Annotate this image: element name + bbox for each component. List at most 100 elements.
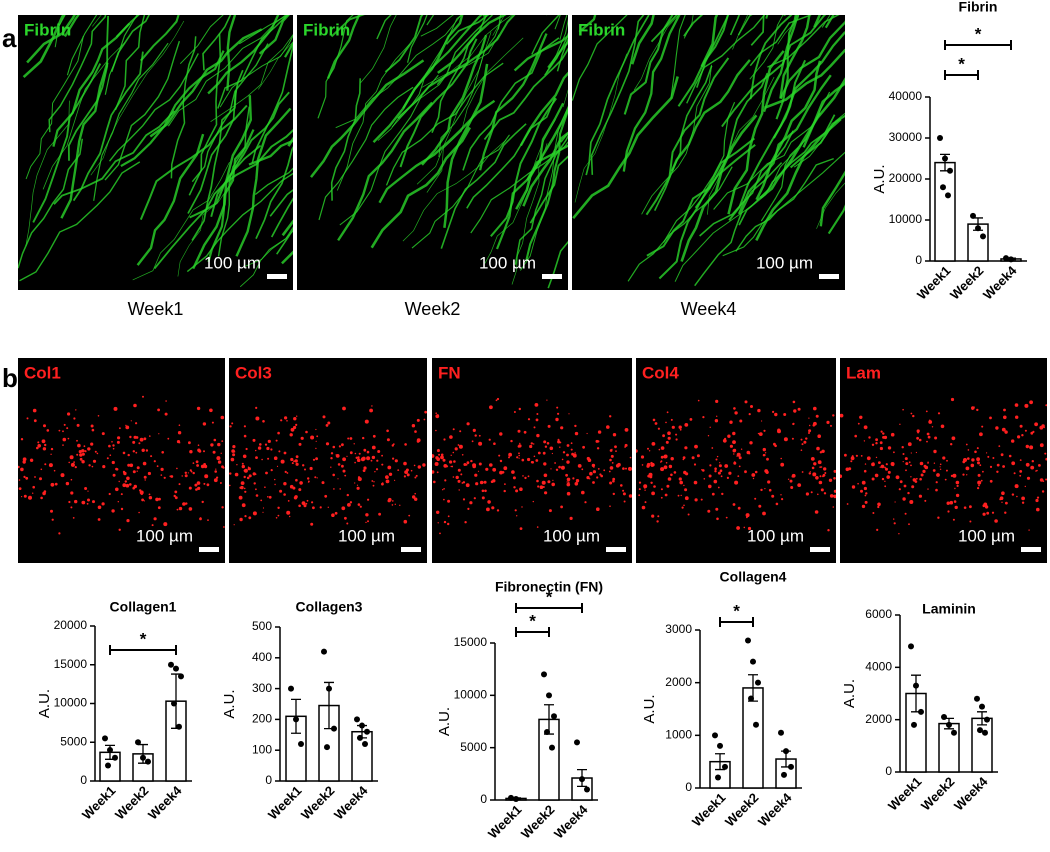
speck — [447, 522, 450, 526]
speck — [508, 456, 510, 459]
speck — [693, 463, 697, 466]
speck — [885, 467, 888, 471]
speck — [570, 442, 573, 445]
speck — [315, 457, 318, 461]
speck — [60, 473, 65, 478]
speck — [987, 455, 990, 458]
speck — [879, 446, 884, 451]
speck — [920, 473, 924, 477]
fiber — [179, 15, 224, 65]
speck — [546, 399, 548, 401]
speck — [707, 509, 711, 513]
speck — [87, 498, 90, 502]
speck — [184, 471, 187, 474]
data-point — [980, 233, 986, 240]
y-tick-label: 15000 — [54, 657, 88, 671]
speck — [223, 526, 225, 528]
speck — [330, 452, 334, 455]
speck — [902, 497, 906, 501]
speck — [532, 500, 534, 503]
fiber — [108, 53, 199, 162]
speck — [202, 422, 207, 426]
y-tick-label: 5000 — [60, 734, 87, 748]
speck — [884, 485, 887, 488]
speck — [264, 486, 266, 489]
speck — [466, 461, 470, 465]
speck — [721, 492, 724, 496]
speck — [388, 472, 393, 476]
speck — [850, 456, 855, 461]
speck — [766, 457, 769, 461]
speck — [908, 461, 911, 464]
speck — [863, 486, 868, 491]
speck — [764, 488, 766, 490]
speck — [439, 532, 441, 535]
speck — [620, 484, 623, 487]
scale-bar — [606, 547, 626, 552]
fiber — [627, 166, 733, 282]
data-point — [984, 716, 990, 723]
speck — [791, 475, 794, 478]
speck — [832, 506, 835, 508]
fiber — [440, 123, 527, 249]
speck — [135, 422, 138, 425]
speck — [516, 456, 519, 459]
speck — [979, 432, 983, 437]
speck — [253, 482, 256, 485]
speck — [1004, 511, 1007, 514]
speck — [703, 478, 706, 480]
fiber — [722, 151, 845, 257]
fiber — [749, 15, 793, 100]
fiber — [732, 15, 748, 50]
speck — [557, 440, 561, 444]
speck — [157, 408, 161, 412]
speck — [460, 473, 463, 476]
data-point — [549, 744, 555, 751]
scale-text: 100 µm — [338, 526, 395, 545]
texture — [18, 15, 293, 288]
speck — [527, 457, 531, 462]
data-point — [293, 716, 299, 723]
speck — [386, 429, 389, 433]
speck — [432, 470, 435, 474]
speck — [597, 468, 600, 470]
speck — [26, 417, 29, 420]
speck — [195, 488, 198, 491]
x-tick-label: Week4 — [145, 782, 185, 822]
speck — [840, 413, 844, 418]
speck — [871, 443, 875, 446]
speck — [470, 459, 473, 463]
speck — [543, 462, 547, 466]
fiber — [63, 15, 80, 38]
speck — [457, 444, 460, 446]
fiber — [22, 15, 66, 79]
speck — [94, 450, 97, 453]
panel-label: b — [2, 363, 18, 393]
speck — [1021, 501, 1025, 504]
speck — [768, 488, 772, 492]
speck — [346, 455, 348, 457]
speck — [108, 444, 111, 448]
speck — [252, 511, 257, 516]
speck — [1024, 429, 1027, 432]
speck — [863, 469, 867, 473]
speck — [732, 440, 736, 444]
bar — [742, 687, 764, 789]
data-point — [951, 729, 957, 736]
speck — [812, 424, 816, 427]
speck — [651, 442, 656, 446]
speck — [713, 479, 718, 484]
speck — [232, 445, 236, 449]
speck — [453, 460, 456, 463]
speck — [267, 439, 271, 443]
data-point — [168, 661, 174, 668]
speck — [612, 477, 616, 481]
speck — [971, 458, 975, 462]
speck — [777, 429, 781, 434]
speck — [716, 517, 719, 521]
speck — [140, 492, 143, 496]
speck — [438, 453, 441, 456]
fiber — [483, 47, 568, 141]
speck — [252, 472, 256, 476]
